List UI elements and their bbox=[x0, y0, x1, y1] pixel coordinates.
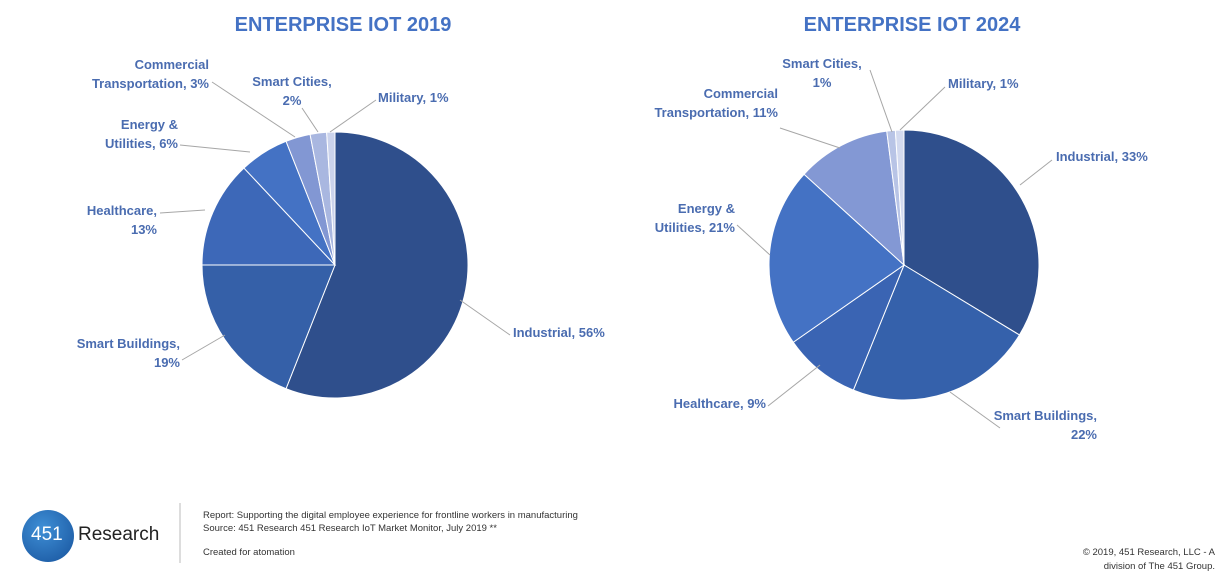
data-label: Military, 1% bbox=[378, 88, 449, 107]
logo-number: 451 bbox=[31, 524, 63, 545]
category-label: Energy & Utilities, bbox=[105, 117, 178, 151]
category-label: Military, bbox=[948, 76, 997, 91]
category-label: Commercial Transportation, bbox=[91, 57, 209, 91]
data-label: Commercial Transportation, 3% bbox=[73, 55, 209, 93]
pie-slice bbox=[792, 263, 906, 391]
data-label: Energy & Utilities, 21% bbox=[643, 199, 735, 237]
data-label: Healthcare, 13% bbox=[75, 201, 157, 239]
data-label: Smart Cities, 2% bbox=[244, 72, 340, 110]
data-label: Military, 1% bbox=[948, 74, 1019, 93]
data-label: Industrial, 56% bbox=[513, 323, 605, 342]
leader-line bbox=[869, 69, 893, 133]
pie-slice bbox=[326, 131, 336, 266]
category-label: Smart Cities, bbox=[252, 74, 332, 89]
value-label: 22% bbox=[1070, 427, 1097, 442]
value-label: 13% bbox=[130, 222, 157, 237]
value-label: 2% bbox=[282, 93, 302, 108]
data-label: Smart Buildings, 22% bbox=[993, 406, 1097, 444]
category-label: Smart Buildings, bbox=[76, 336, 180, 351]
pie-slice bbox=[903, 129, 1040, 336]
footer-source: Source: 451 Research 451 Research IoT Ma… bbox=[203, 523, 497, 534]
value-label: 21% bbox=[708, 220, 735, 235]
category-label: Smart Cities, bbox=[782, 56, 862, 71]
value-label: 56% bbox=[578, 325, 605, 340]
category-label: Healthcare, bbox=[86, 203, 157, 218]
leader-line bbox=[211, 81, 296, 138]
data-label: Smart Buildings, 19% bbox=[76, 334, 180, 372]
leader-line bbox=[181, 334, 226, 361]
leader-line bbox=[899, 86, 946, 131]
logo-brand: Research bbox=[78, 524, 160, 545]
leader-line bbox=[949, 391, 1001, 429]
data-label: Healthcare, 9% bbox=[673, 394, 766, 413]
chart-title: ENTERPRISE IOT 2019 bbox=[234, 14, 452, 36]
leader-line bbox=[779, 127, 841, 149]
category-label: Energy & Utilities, bbox=[654, 201, 735, 235]
leader-line bbox=[159, 209, 206, 214]
pie-slice bbox=[285, 131, 469, 399]
value-label: 3% bbox=[190, 76, 209, 91]
value-label: 1% bbox=[812, 75, 832, 90]
data-label: Commercial Transportation, 11% bbox=[630, 84, 778, 122]
category-label: Military, bbox=[378, 90, 427, 105]
leader-line bbox=[179, 144, 251, 153]
footer-copyright: division of The 451 Group. bbox=[1103, 561, 1215, 572]
category-label: Commercial Transportation, bbox=[654, 86, 778, 120]
data-label: Industrial, 33% bbox=[1056, 147, 1148, 166]
footer-report: Report: Supporting the digital employee … bbox=[203, 510, 578, 521]
value-label: 33% bbox=[1121, 149, 1148, 164]
leader-line bbox=[736, 224, 771, 256]
leader-line bbox=[329, 99, 377, 133]
data-label: Smart Cities, 1% bbox=[774, 54, 870, 92]
pie-slice bbox=[852, 264, 1021, 401]
pie-slice bbox=[201, 167, 337, 266]
value-label: 11% bbox=[752, 105, 778, 120]
chart-title: ENTERPRISE IOT 2024 bbox=[803, 14, 1021, 36]
category-label: Smart Buildings, bbox=[993, 408, 1097, 423]
pie-slice bbox=[803, 130, 905, 267]
leader-line bbox=[1019, 159, 1053, 186]
value-label: 19% bbox=[153, 355, 180, 370]
category-label: Industrial, bbox=[1056, 149, 1119, 164]
pie-slice bbox=[768, 173, 905, 343]
leader-line bbox=[301, 107, 319, 133]
pie-slice bbox=[201, 264, 336, 390]
category-label: Healthcare, bbox=[673, 396, 744, 411]
leader-line bbox=[459, 299, 511, 336]
footer-created: Created for atomation bbox=[203, 547, 295, 558]
value-label: 1% bbox=[999, 76, 1019, 91]
value-label: 1% bbox=[429, 90, 449, 105]
logo-circle bbox=[22, 510, 74, 562]
value-label: 9% bbox=[747, 396, 766, 411]
data-label: Energy & Utilities, 6% bbox=[86, 115, 178, 153]
pie-slice bbox=[894, 129, 905, 266]
footer-copyright: © 2019, 451 Research, LLC - A bbox=[1082, 547, 1215, 558]
value-label: 6% bbox=[159, 136, 178, 151]
leader-line bbox=[767, 364, 821, 407]
category-label: Industrial, bbox=[513, 325, 576, 340]
